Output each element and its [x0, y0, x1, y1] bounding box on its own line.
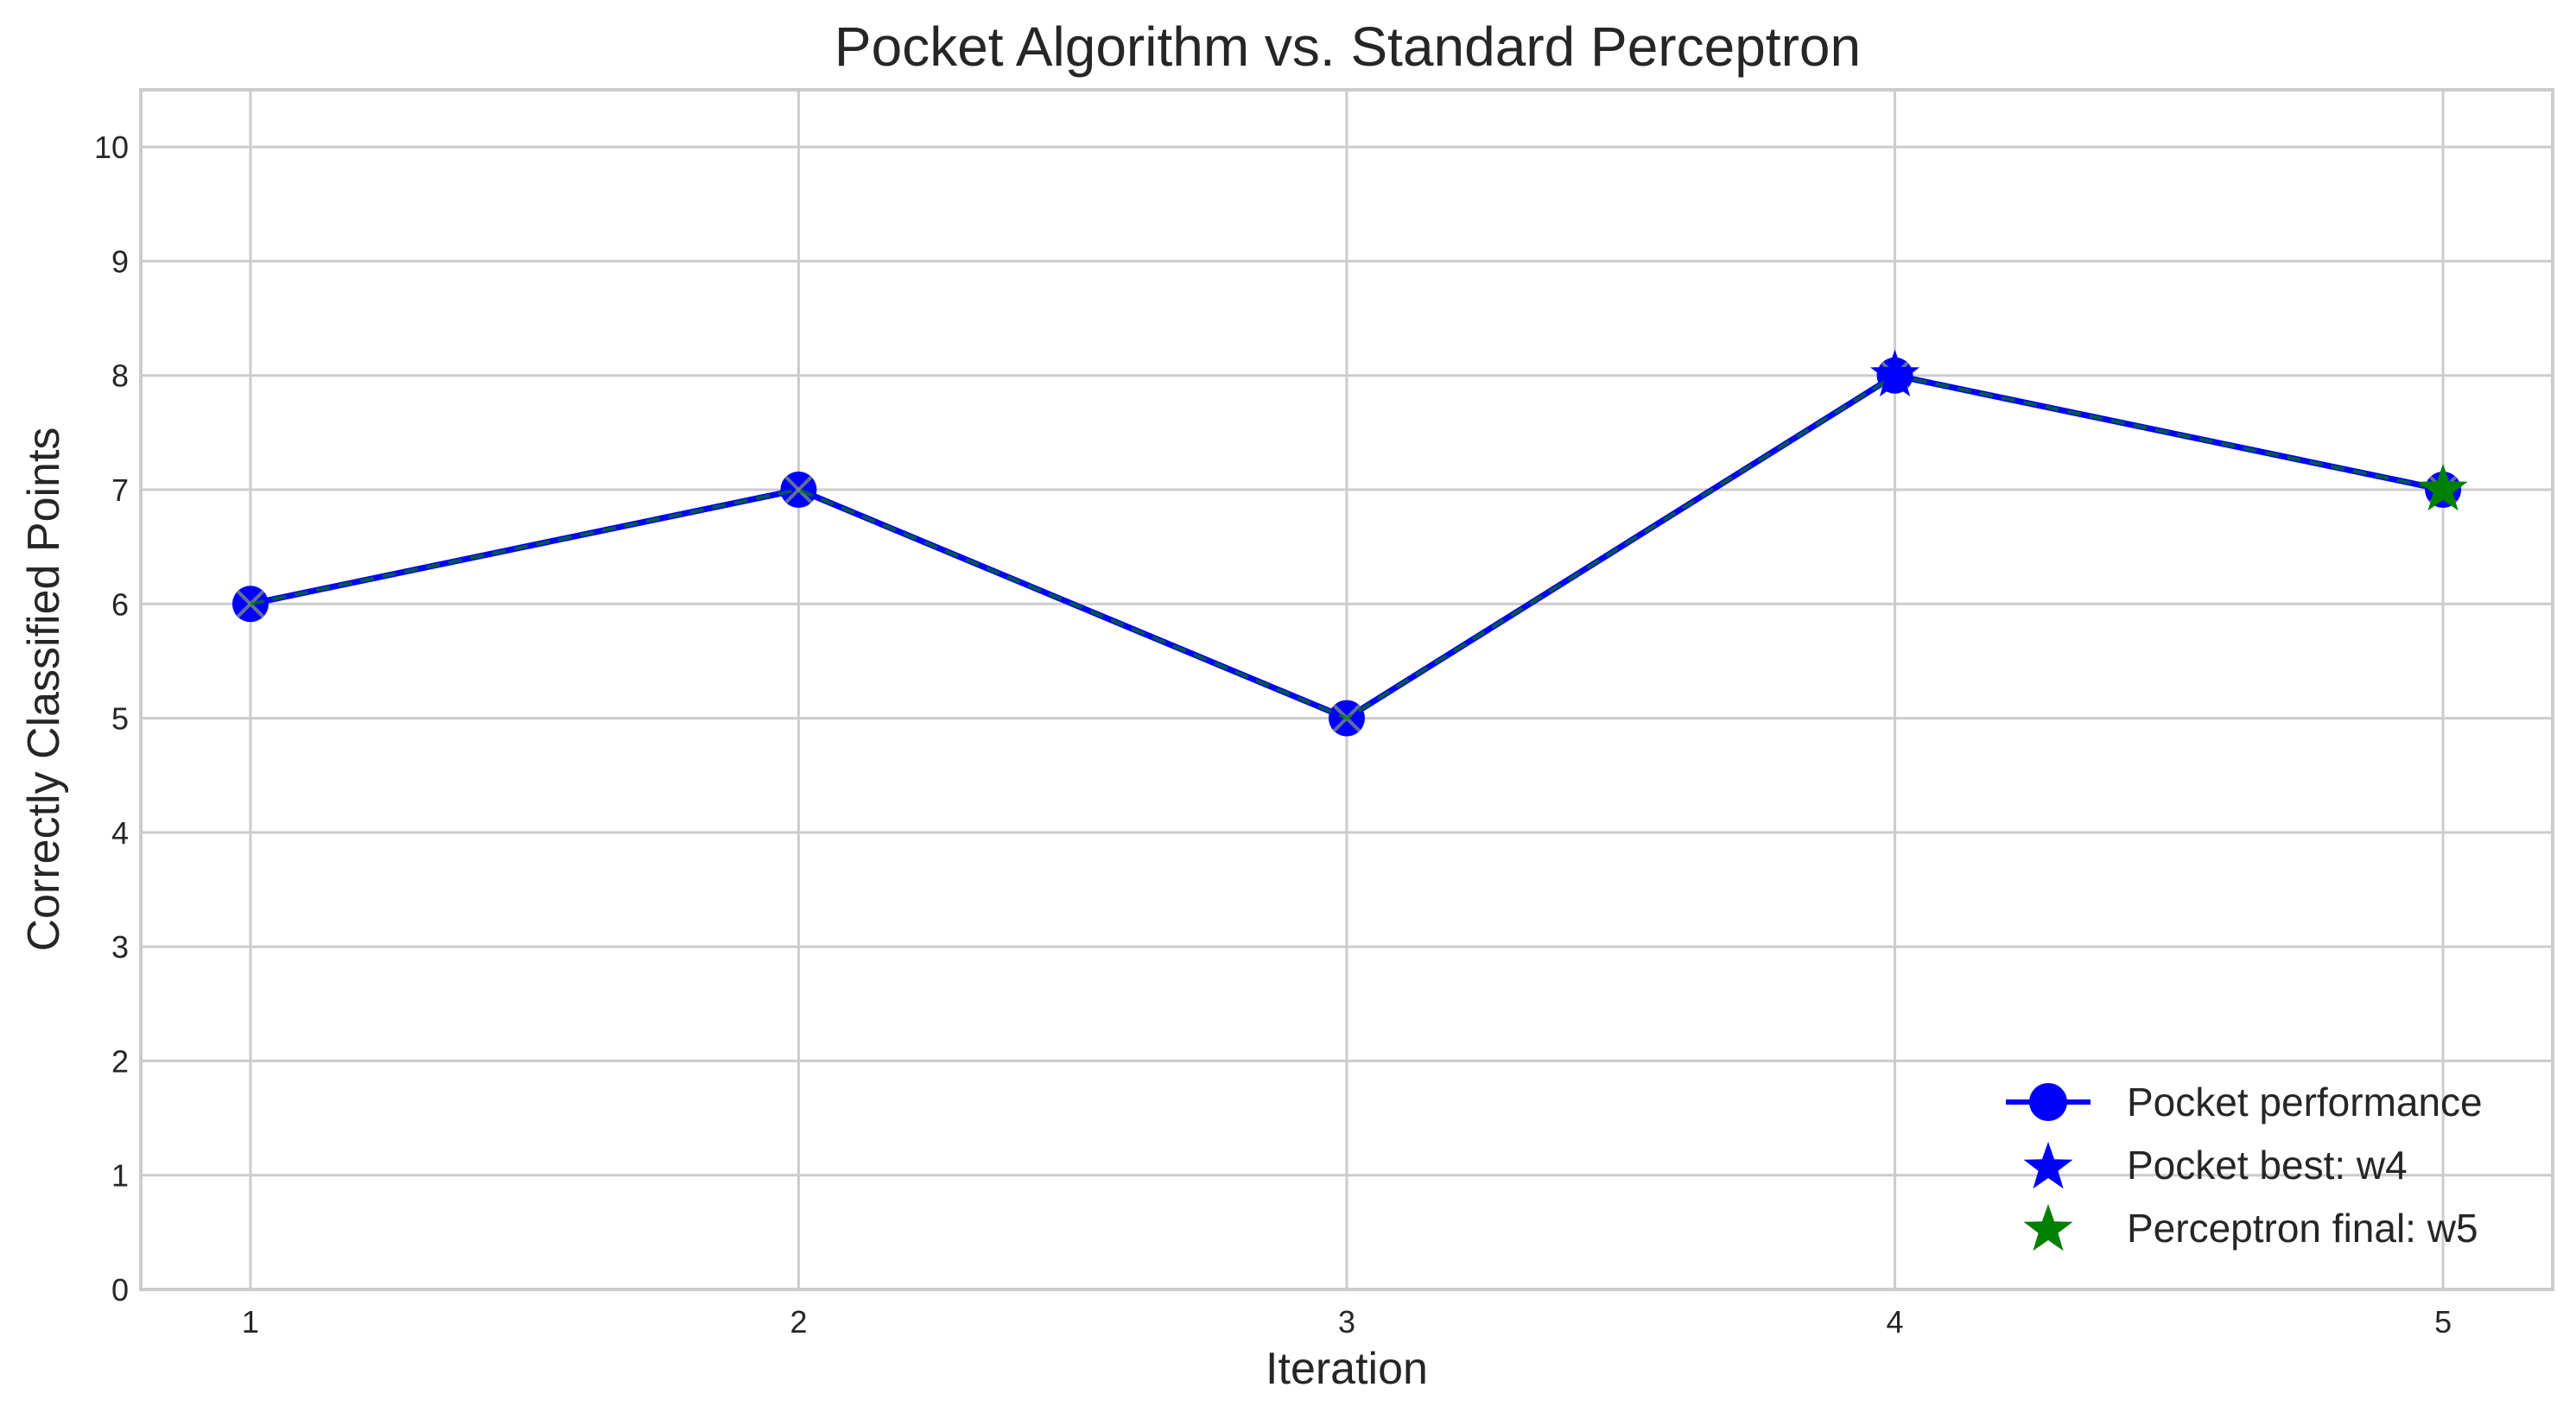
highlight-markers	[1870, 349, 2468, 511]
y-tick-label: 7	[111, 472, 129, 508]
legend: Pocket performance Pocket best: w4 Perce…	[2006, 1080, 2483, 1251]
legend-label-perceptron-final: Perceptron final: w5	[2127, 1206, 2478, 1251]
y-tick-labels: 0 1 2 3 4 5 6 7 8 9 10	[94, 130, 129, 1308]
x-tick-label: 5	[2434, 1304, 2452, 1340]
y-tick-label: 0	[111, 1272, 129, 1308]
x-tick-label: 3	[1338, 1304, 1355, 1340]
data-point-perceptron	[784, 475, 813, 504]
y-tick-label: 3	[111, 929, 129, 965]
legend-star-icon	[2023, 1142, 2073, 1189]
chart-title: Pocket Algorithm vs. Standard Perceptron	[834, 16, 1861, 78]
plot-frame	[139, 88, 2554, 1291]
y-tick-label: 4	[111, 815, 129, 851]
y-tick-label: 5	[111, 701, 129, 737]
y-axis-label: Correctly Classified Points	[19, 428, 69, 952]
x-tick-label: 4	[1887, 1304, 1904, 1340]
legend-star-icon	[2023, 1204, 2073, 1251]
x-tick-label: 1	[242, 1304, 259, 1340]
legend-item-pocket-performance: Pocket performance	[2006, 1080, 2483, 1124]
y-tick-label: 6	[111, 586, 129, 622]
y-tick-label: 1	[111, 1158, 129, 1194]
legend-item-pocket-best: Pocket best: w4	[2023, 1142, 2408, 1189]
legend-circle-icon	[2029, 1083, 2067, 1121]
x-tick-labels: 1 2 3 4 5	[242, 1304, 2452, 1340]
x-tick-label: 2	[790, 1304, 807, 1340]
legend-label-pocket-best: Pocket best: w4	[2127, 1143, 2408, 1188]
series-line-perceptron	[250, 373, 2444, 720]
highlight-star-icon	[2418, 464, 2468, 511]
y-tick-label: 2	[111, 1043, 129, 1079]
y-tick-label: 8	[111, 358, 129, 394]
legend-item-perceptron-final: Perceptron final: w5	[2023, 1204, 2478, 1251]
y-tick-label: 10	[94, 130, 129, 165]
y-tick-label: 9	[111, 244, 129, 279]
highlight-star-icon	[1870, 349, 1920, 396]
legend-label-pocket-performance: Pocket performance	[2127, 1080, 2483, 1124]
x-mark	[784, 475, 813, 504]
x-axis-label: Iteration	[1266, 1344, 1428, 1394]
